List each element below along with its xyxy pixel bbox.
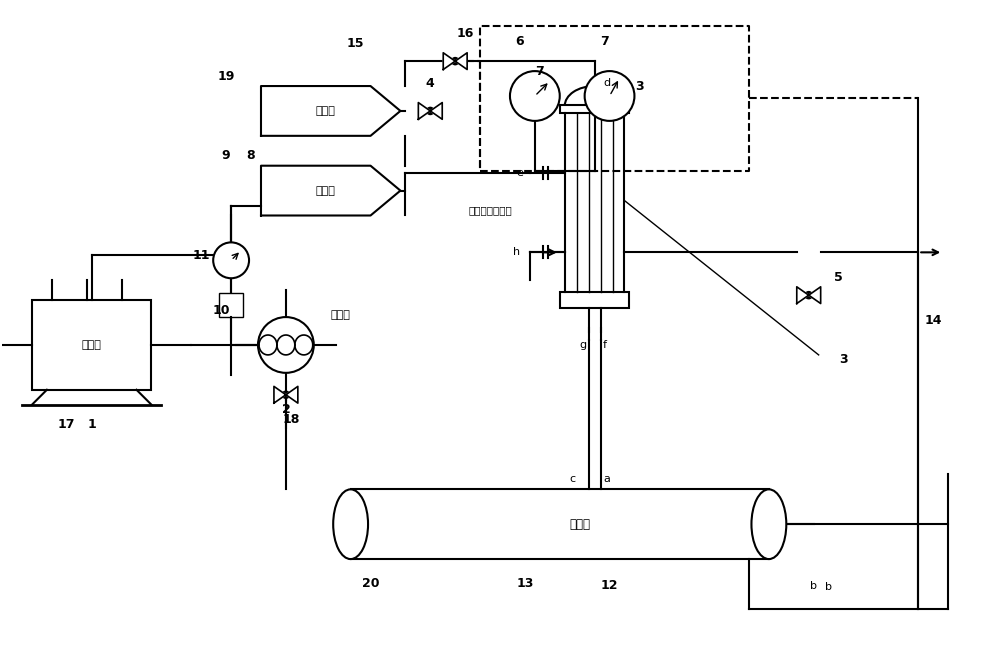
Circle shape <box>282 391 289 399</box>
Text: 4: 4 <box>426 76 435 90</box>
Text: 6: 6 <box>516 35 524 48</box>
Text: 分离器: 分离器 <box>316 186 336 196</box>
Text: 7: 7 <box>535 64 544 78</box>
Text: h: h <box>513 247 520 257</box>
Text: 1: 1 <box>87 418 96 431</box>
Ellipse shape <box>751 489 786 559</box>
Text: 18: 18 <box>282 413 300 426</box>
Text: f: f <box>603 340 607 350</box>
Polygon shape <box>443 53 467 70</box>
Polygon shape <box>274 387 298 403</box>
Text: 15: 15 <box>347 37 364 50</box>
Text: b: b <box>825 582 832 592</box>
Bar <box>560 105 629 113</box>
Text: c: c <box>570 474 576 484</box>
Circle shape <box>427 107 434 115</box>
Text: g: g <box>579 340 586 350</box>
Text: 16: 16 <box>456 27 474 40</box>
Text: 20: 20 <box>362 578 379 590</box>
Polygon shape <box>261 165 400 216</box>
Text: d: d <box>603 78 610 88</box>
Text: 8: 8 <box>247 149 255 162</box>
Text: 9: 9 <box>222 149 230 162</box>
Text: 3: 3 <box>839 353 848 366</box>
Text: 13: 13 <box>516 578 534 590</box>
Circle shape <box>213 243 249 278</box>
Text: 10: 10 <box>212 304 230 317</box>
Bar <box>219 293 243 317</box>
Text: 不凝气体冷却器: 不凝气体冷却器 <box>468 206 512 216</box>
Circle shape <box>452 58 459 65</box>
Polygon shape <box>261 86 400 136</box>
Text: 5: 5 <box>834 271 843 283</box>
Text: 19: 19 <box>217 70 235 82</box>
Polygon shape <box>418 103 442 119</box>
Circle shape <box>585 71 634 121</box>
Text: a: a <box>603 474 610 484</box>
Circle shape <box>258 317 314 373</box>
Text: 12: 12 <box>601 580 618 592</box>
Text: 17: 17 <box>58 418 76 431</box>
Text: 3: 3 <box>635 80 644 92</box>
Bar <box>32 300 151 390</box>
Polygon shape <box>797 287 821 304</box>
Text: e: e <box>516 168 523 178</box>
Text: 7: 7 <box>600 35 609 48</box>
Text: 压缩机: 压缩机 <box>82 340 102 350</box>
Text: 放空气: 放空气 <box>316 106 336 116</box>
Bar <box>351 489 769 559</box>
Ellipse shape <box>333 489 368 559</box>
Circle shape <box>805 291 812 299</box>
Circle shape <box>510 71 560 121</box>
Text: 14: 14 <box>924 314 942 326</box>
Bar <box>560 292 629 308</box>
Text: 11: 11 <box>192 249 210 262</box>
Text: 冷凝器: 冷凝器 <box>331 310 351 320</box>
Text: 中间罐: 中间罐 <box>569 518 590 531</box>
Text: 2: 2 <box>282 403 290 416</box>
Text: b: b <box>810 581 817 591</box>
